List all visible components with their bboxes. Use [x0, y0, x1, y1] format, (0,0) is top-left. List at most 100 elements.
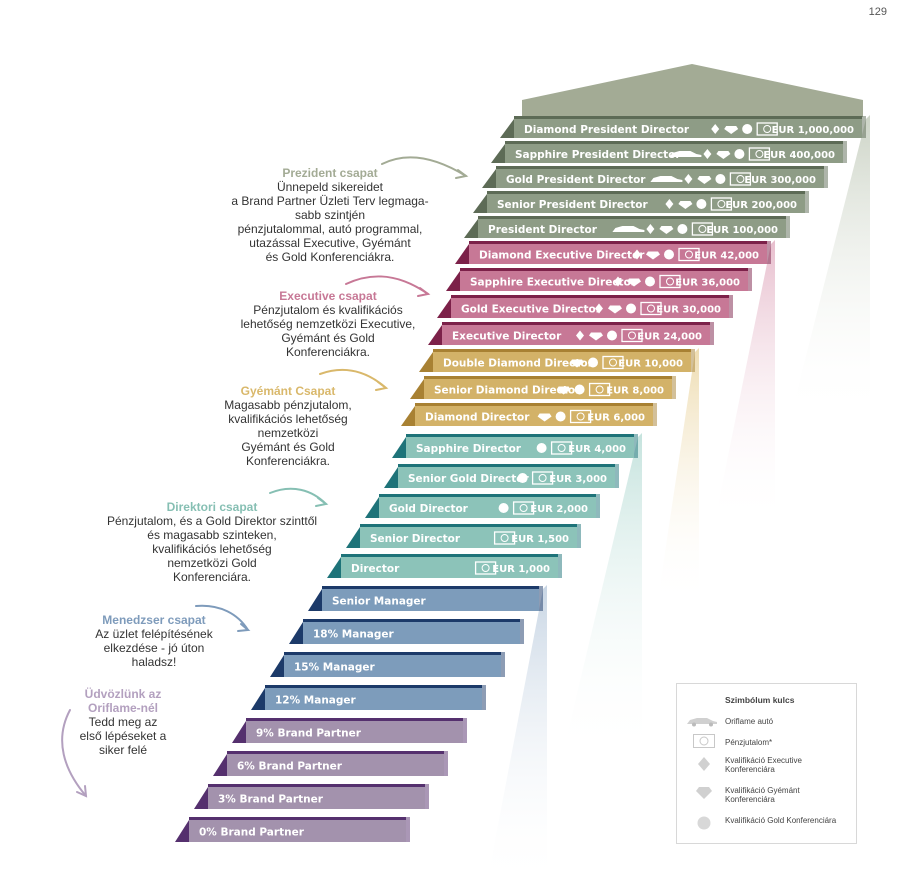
circle-icon	[607, 330, 617, 341]
group-line: a Brand Partner Üzleti Terv legmaga-	[231, 194, 429, 208]
step-edge	[424, 376, 672, 379]
step-wedge	[437, 298, 451, 318]
gem-icon	[659, 226, 674, 234]
gem-icon	[570, 359, 584, 368]
level-label: Senior Manager	[332, 596, 427, 608]
arrow-curve	[61, 709, 87, 797]
step-wedge	[491, 144, 505, 163]
cash-icon	[659, 274, 681, 289]
step-edge	[433, 349, 691, 352]
circle-icon	[677, 224, 688, 234]
group-partner: Üdvözlünk az Oriflame-nél Tedd meg az el…	[58, 687, 188, 757]
step-edge	[360, 524, 577, 527]
level-step: Double Diamond Director EUR 10,000	[419, 349, 695, 372]
shade-executive	[714, 240, 775, 525]
step-wedge	[194, 787, 208, 809]
level-step: Gold President Director EUR 300,000	[482, 166, 828, 188]
level-step: 12% Manager	[251, 685, 486, 710]
step-edge	[478, 216, 786, 219]
gem-icon	[697, 176, 712, 184]
level-step: 15% Manager	[270, 652, 505, 677]
step-face	[322, 589, 539, 611]
shade-director	[562, 433, 642, 757]
group-line: Az üzlet felépítésének	[95, 627, 213, 641]
step-side	[482, 685, 486, 710]
legend-car: Oriflame autó	[725, 717, 774, 726]
level-label: Sapphire President Director	[515, 149, 681, 161]
step-wedge	[384, 467, 398, 488]
gem-icon	[589, 332, 603, 341]
cash-icon	[531, 471, 554, 485]
level-label: Senior Director	[370, 533, 461, 545]
step-side	[577, 524, 581, 548]
group-line: lehetőség nemzetközi Executive,	[240, 317, 416, 331]
step-edge	[496, 166, 824, 169]
step-wedge	[213, 754, 227, 776]
group-line: Gyémánt és Gold	[241, 440, 335, 454]
step-side	[672, 376, 676, 399]
group-executive: Executive csapat Pénzjutalom és kvalifik…	[208, 289, 448, 359]
group-director: Direktori csapat Pénzjutalom, és a Gold …	[92, 500, 332, 584]
car-icon	[669, 151, 702, 157]
legend-circle: Kvalifikáció Gold Konferenciára	[725, 816, 837, 825]
group-line: Ünnepeld sikereidet	[276, 180, 384, 194]
step-wedge	[251, 688, 265, 710]
step-face	[341, 557, 558, 578]
step-wedge	[410, 379, 424, 399]
level-label: 9% Brand Partner	[256, 728, 362, 740]
level-amount: EUR 42,000	[694, 251, 759, 262]
group-line: utazással Executive, Gyémánt	[249, 236, 411, 250]
circle-icon	[715, 174, 726, 184]
diamond-icon	[576, 330, 584, 341]
step-wedge	[327, 557, 341, 578]
circle-icon	[697, 816, 711, 830]
step-edge	[469, 241, 767, 244]
diamond-icon	[614, 276, 622, 287]
step-side	[767, 241, 771, 264]
cash-icon	[729, 172, 752, 186]
step-wedge	[365, 497, 379, 518]
level-step: Sapphire President Director EUR 400,000	[491, 141, 847, 163]
step-side	[805, 191, 809, 213]
step-edge	[246, 718, 463, 721]
level-amount: EUR 3,000	[549, 474, 607, 485]
step-edge	[265, 685, 482, 688]
arrow-head	[237, 623, 251, 632]
level-step: Gold Director EUR 2,000	[365, 494, 600, 518]
step-face	[246, 721, 463, 743]
level-step: Diamond President Director EUR 1,000,000	[500, 116, 866, 138]
step-side	[653, 403, 657, 426]
level-label: Executive Director	[452, 331, 562, 343]
step-side	[463, 718, 467, 743]
cash-icon	[756, 122, 778, 136]
level-amount: EUR 36,000	[675, 278, 740, 289]
level-step: Senior Manager	[308, 586, 543, 611]
step-face	[208, 787, 425, 809]
level-label: Senior President Director	[497, 199, 649, 211]
level-step: Senior Gold Director EUR 3,000	[384, 464, 619, 488]
step-wedge	[473, 194, 487, 213]
step-wedge	[464, 219, 478, 238]
group-title: Direktori csapat	[166, 500, 258, 514]
diamond-icon	[698, 757, 710, 771]
circle-icon	[555, 411, 566, 422]
step-edge	[227, 751, 444, 754]
step-edge	[398, 464, 615, 467]
arrow-curve	[381, 156, 467, 177]
group-line: és magasabb szinteken,	[147, 528, 277, 542]
circle-icon	[574, 384, 585, 395]
step-face	[284, 655, 501, 677]
level-step: Diamond Director EUR 6,000	[401, 403, 657, 426]
step-face	[433, 352, 691, 372]
level-label: 15% Manager	[294, 662, 376, 674]
cash-icon	[569, 409, 592, 424]
level-label: President Director	[488, 224, 598, 236]
level-step: Sapphire Executive Director EUR 36,000	[446, 268, 752, 291]
roof	[522, 64, 863, 117]
step-edge	[415, 403, 653, 406]
car-icon	[612, 226, 645, 232]
level-step: Director EUR 1,000	[327, 554, 562, 578]
step-side	[520, 619, 524, 644]
step-wedge	[419, 352, 433, 372]
group-line: nemzetközi Gold	[167, 556, 257, 570]
